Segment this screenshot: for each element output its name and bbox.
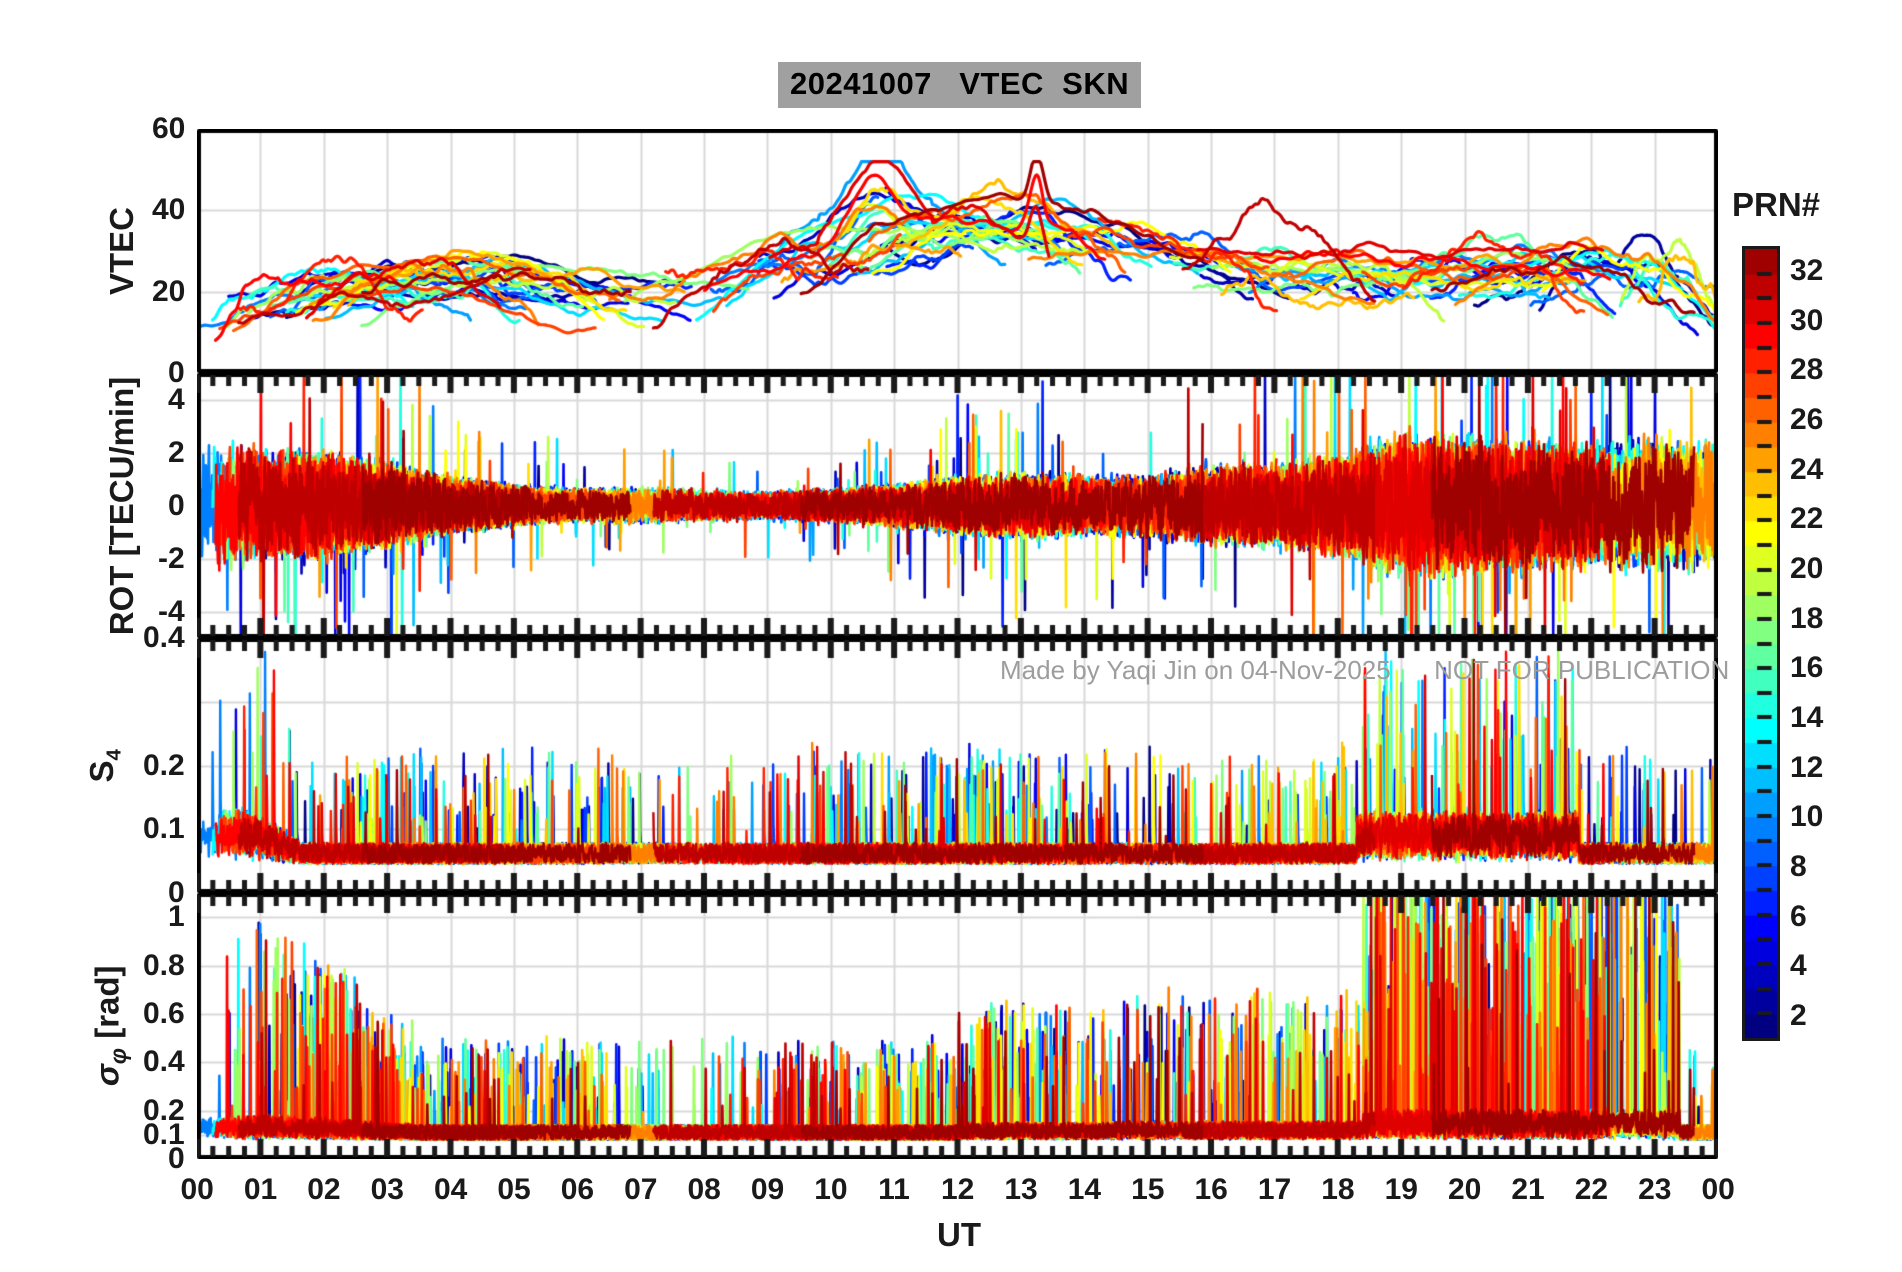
x-tick-2: 02 [307, 1173, 341, 1206]
colorbar-tick-32: 32 [1790, 253, 1824, 287]
colorbar-tick-16: 16 [1790, 651, 1824, 685]
colorbar-tick-14: 14 [1790, 701, 1824, 735]
sig-ytick-0p2: 0.2 [143, 1093, 185, 1127]
vtec-ytick-0: 0 [168, 356, 185, 389]
s4-panel-canvas [197, 638, 1718, 893]
prn-colorbar [1742, 246, 1780, 1041]
colorbar-tick-6: 6 [1790, 899, 1807, 933]
colorbar-title: PRN# [1732, 186, 1821, 223]
x-tick-13: 13 [1004, 1173, 1038, 1206]
s4-ytick-0p4: 0.4 [143, 621, 185, 654]
x-tick-17: 17 [1257, 1173, 1292, 1206]
s4-axis-title: S4 [82, 748, 125, 782]
x-tick-14: 14 [1067, 1173, 1102, 1206]
colorbar-tick-10: 10 [1790, 800, 1824, 834]
x-tick-10: 10 [814, 1173, 848, 1206]
rot-ytick-2: 2 [168, 435, 185, 469]
colorbar-tick-20: 20 [1790, 551, 1824, 585]
sigma-phi-axis-title: σφ [rad] [88, 965, 131, 1087]
x-tick-23: 23 [1638, 1173, 1672, 1206]
rot-ytick-neg4: -4 [158, 594, 185, 628]
rot-ytick-0: 0 [168, 488, 185, 522]
rot-panel-canvas [197, 373, 1718, 638]
colorbar-tick-4: 4 [1790, 949, 1807, 983]
x-tick-12: 12 [941, 1173, 975, 1206]
x-tick-22: 22 [1574, 1173, 1609, 1206]
sig-ytick-0p6: 0.6 [143, 996, 185, 1030]
sig-ytick-1: 1 [168, 900, 185, 934]
x-tick-19: 19 [1384, 1173, 1418, 1206]
sig-ytick-0p1: 0.1 [143, 1117, 185, 1151]
colorbar-tick-26: 26 [1790, 402, 1824, 436]
x-tick-21: 21 [1511, 1173, 1545, 1206]
figure-title: 20241007 VTEC SKN [778, 62, 1142, 108]
sigma-phi-panel-canvas [197, 893, 1718, 1159]
colorbar-tick-2: 2 [1790, 999, 1807, 1033]
x-tick-9: 09 [750, 1173, 785, 1206]
x-tick-15: 15 [1131, 1173, 1165, 1206]
x-tick-18: 18 [1321, 1173, 1355, 1206]
colorbar-tick-22: 22 [1790, 502, 1824, 536]
s4-ytick-0p2: 0.2 [143, 748, 185, 782]
colorbar-tick-18: 18 [1790, 601, 1824, 635]
x-tick-24: 00 [1701, 1173, 1735, 1206]
colorbar-tick-30: 30 [1790, 303, 1824, 337]
vtec-ytick-20: 20 [152, 274, 186, 308]
vtec-axis-title: VTEC [103, 206, 141, 296]
x-tick-20: 20 [1448, 1173, 1482, 1206]
x-tick-8: 08 [687, 1173, 721, 1206]
sig-ytick-0p4: 0.4 [143, 1045, 185, 1079]
vtec-panel-canvas [197, 129, 1718, 373]
x-tick-7: 07 [624, 1173, 658, 1206]
watermark-text: Made by Yaqi Jin on 04-Nov-2025 NOT FOR … [1000, 655, 1730, 685]
rot-ytick-neg2: -2 [158, 541, 185, 575]
x-tick-11: 11 [878, 1173, 910, 1206]
sig-ytick-0p8: 0.8 [143, 948, 185, 982]
vtec-ytick-40: 40 [152, 193, 186, 227]
x-axis-title: UT [937, 1216, 981, 1253]
x-tick-0: 00 [180, 1173, 214, 1206]
prn-colorbar-gradient [1745, 249, 1777, 1038]
colorbar-tick-24: 24 [1790, 452, 1824, 486]
s4-ytick-0p1: 0.1 [143, 812, 185, 846]
x-tick-5: 05 [497, 1173, 531, 1206]
x-tick-3: 03 [370, 1173, 404, 1206]
x-tick-1: 01 [243, 1173, 278, 1206]
s4-ytick-0: 0 [168, 876, 185, 909]
x-tick-4: 04 [434, 1173, 468, 1206]
colorbar-tick-28: 28 [1790, 353, 1824, 387]
rot-axis-title: ROT [TECU/min] [103, 376, 141, 635]
colorbar-tick-12: 12 [1790, 750, 1824, 784]
sig-ytick-0: 0 [168, 1142, 185, 1175]
rot-ytick-4: 4 [168, 382, 185, 416]
vtec-ytick-60: 60 [152, 112, 186, 145]
x-tick-6: 06 [560, 1173, 595, 1206]
x-tick-16: 16 [1194, 1173, 1228, 1206]
colorbar-tick-8: 8 [1790, 850, 1807, 884]
